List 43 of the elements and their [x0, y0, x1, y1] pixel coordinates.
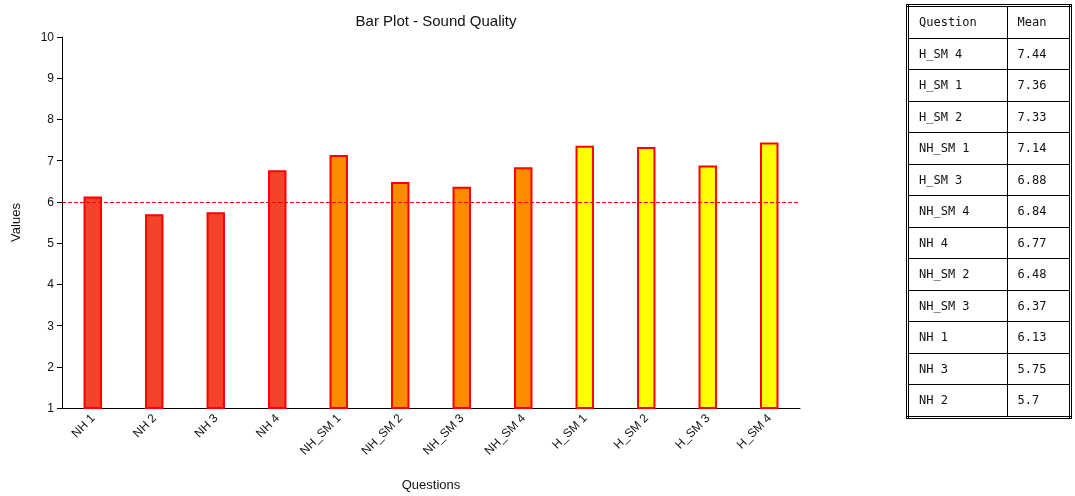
x-tick-label: NH 2: [129, 410, 160, 441]
y-tick-label: 6: [47, 194, 55, 209]
data-label: 6.37: [1007, 290, 1071, 322]
y-tick-label: 10: [40, 30, 55, 44]
category-label: H_SM 3: [907, 164, 1007, 196]
x-axis-title: Questions: [401, 477, 461, 492]
text: Question: [907, 5, 1007, 38]
category-label: NH_SM 3: [907, 290, 1007, 322]
y-axis-title: Values: [8, 202, 23, 242]
category-label: NH_SM 4: [907, 195, 1007, 227]
data-label: 7.44: [1007, 38, 1071, 70]
category-label: H_SM 1: [907, 69, 1007, 101]
data-label: 5.75: [1007, 353, 1071, 385]
y-tick-label: 3: [47, 318, 55, 333]
y-tick-label: 9: [47, 71, 55, 86]
data-label: 6.48: [1007, 258, 1071, 290]
y-tick-label: 7: [47, 153, 55, 168]
data-label: 6.13: [1007, 321, 1071, 353]
y-tick-label: 4: [47, 277, 55, 292]
x-tick-label: NH 3: [191, 410, 221, 441]
category-label: NH 4: [907, 227, 1007, 259]
x-tick-label: NH 4: [252, 410, 283, 441]
data-label: 7.14: [1007, 132, 1071, 164]
y-tick-label: 1: [47, 401, 55, 415]
y-tick-label: 5: [47, 236, 55, 251]
category-label: NH_SM 1: [907, 132, 1007, 164]
text: Mean: [1007, 5, 1071, 38]
chart-title: Bar Plot - Sound Quality: [355, 12, 517, 29]
data-label: 6.84: [1007, 195, 1071, 227]
category-label: H_SM 2: [907, 101, 1007, 133]
y-tick-label: 8: [47, 112, 55, 127]
x-tick-label: NH 1: [68, 410, 98, 441]
category-label: NH 2: [907, 384, 1007, 417]
category-label: NH 1: [907, 321, 1007, 353]
data-label: 7.36: [1007, 69, 1071, 101]
category-label: H_SM 4: [907, 38, 1007, 70]
category-label: NH_SM 2: [907, 258, 1007, 290]
data-label: 5.7: [1007, 384, 1071, 417]
y-tick-label: 2: [47, 359, 55, 374]
data-label: 6.88: [1007, 164, 1071, 196]
category-label: NH 3: [907, 353, 1007, 385]
data-label: 7.33: [1007, 101, 1071, 133]
data-label: 6.77: [1007, 227, 1071, 259]
